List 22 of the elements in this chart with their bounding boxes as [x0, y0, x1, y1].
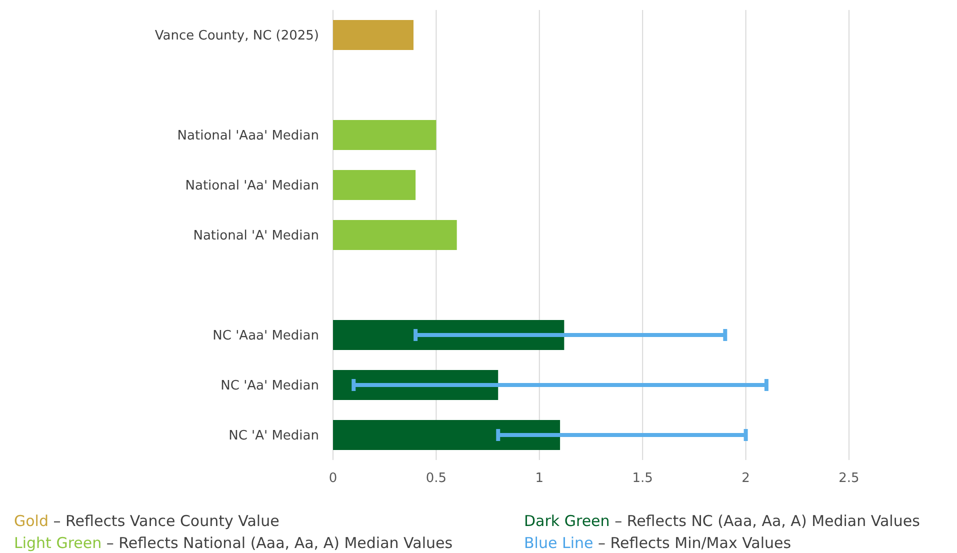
x-tick-label: 2 — [742, 471, 750, 486]
y-tick-label: National 'Aaa' Median — [177, 128, 319, 144]
x-tick-label: 0 — [328, 471, 338, 486]
x-tick-label: 1.5 — [632, 471, 653, 486]
bar — [333, 420, 560, 450]
y-tick-label: National 'A' Median — [193, 228, 319, 244]
text: Gold – Reflects Vance County Value — [14, 512, 280, 530]
text: Dark Green – Reflects NC (Aaa, Aa, A) Median Values — [524, 512, 920, 530]
y-tick-label: NC 'Aa' Median — [220, 378, 319, 394]
bar — [333, 20, 414, 50]
bar — [333, 120, 436, 150]
text: Blue Line – Reflects Min/Max Values — [524, 534, 792, 552]
y-tick-label: NC 'Aaa' Median — [212, 328, 319, 344]
x-tick-label: 1 — [535, 471, 544, 486]
y-tick-label: Vance County, NC (2025) — [154, 28, 319, 44]
x-tick-label: 2.5 — [838, 471, 860, 486]
bar — [333, 170, 416, 200]
bar — [333, 220, 457, 250]
y-tick-label: National 'Aa' Median — [185, 178, 319, 194]
y-tick-label: NC 'A' Median — [228, 428, 319, 444]
x-tick-label: 0.5 — [426, 471, 447, 486]
text: Light Green – Reflects National (Aaa, Aa, A) Median Values — [14, 534, 453, 552]
